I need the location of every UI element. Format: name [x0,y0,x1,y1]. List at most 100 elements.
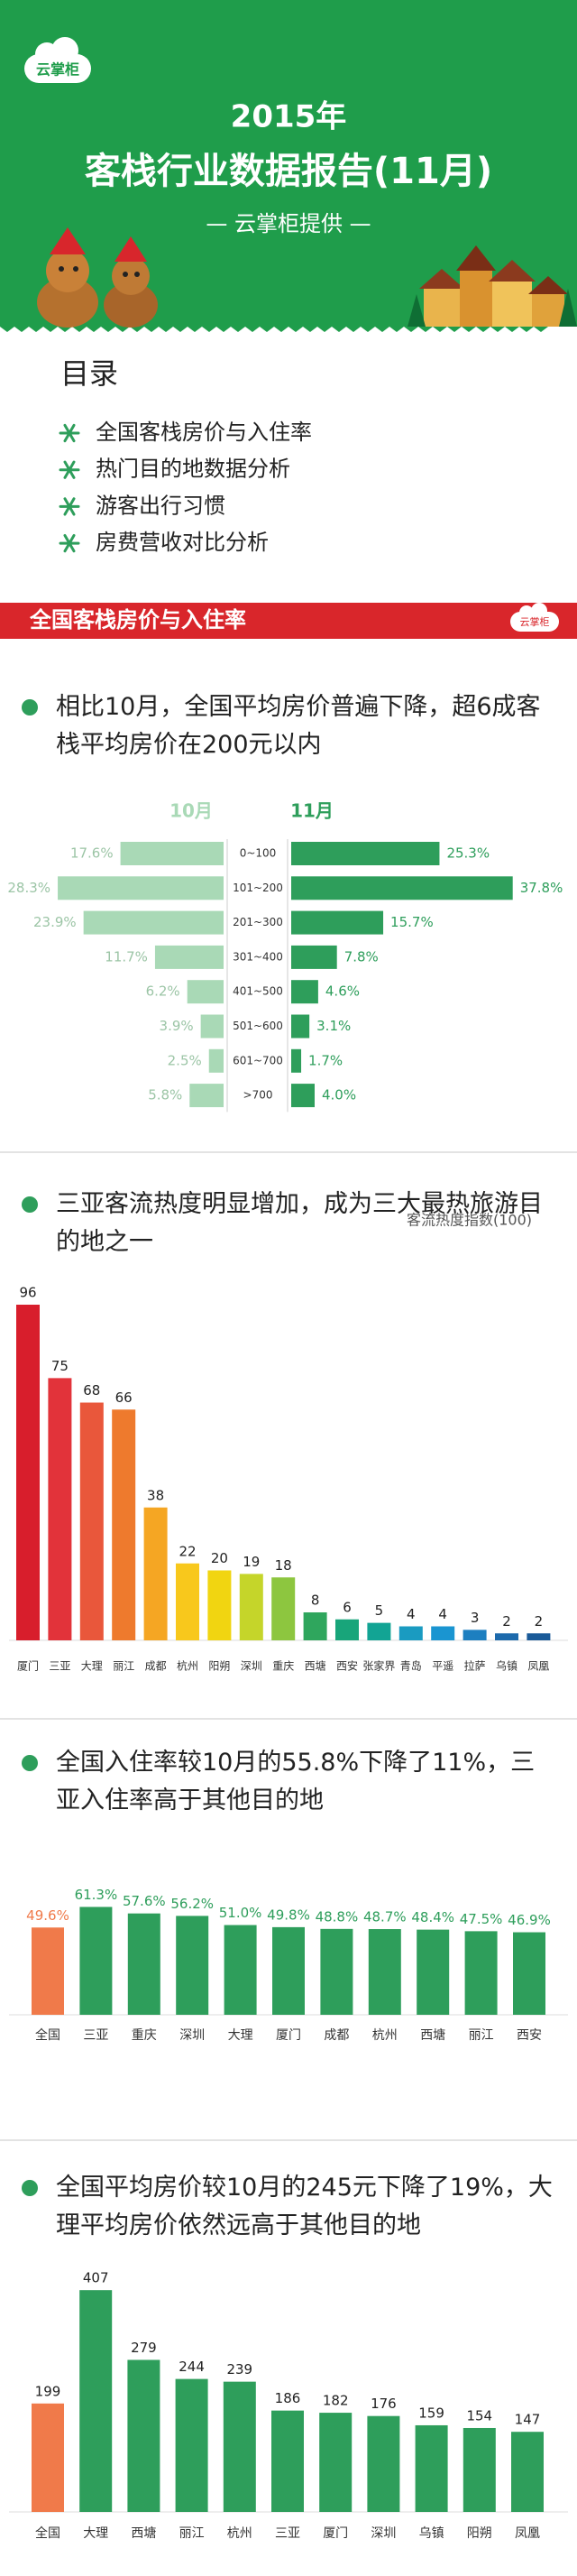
house [460,271,492,327]
category-label: 张家界 [362,1659,395,1673]
dog [112,257,150,295]
bar [367,2415,400,2512]
value-label: 407 [83,2270,109,2286]
hat [50,227,86,254]
bar [291,980,318,1004]
bar [200,1014,224,1039]
bar [272,1926,305,2015]
bar [176,1563,199,1640]
section-title: 全国客栈房价与入住率 [29,607,246,632]
house [532,294,564,327]
category-label: 西安 [517,2028,542,2043]
value-label: 7.8% [344,948,379,965]
value-label: 18 [275,1557,292,1574]
bar [16,1305,40,1640]
category-label: 成都 [145,1660,167,1673]
category-label: 601~700 [233,1054,283,1066]
heading-bullet [22,2180,38,2196]
value-label: 3.9% [160,1018,194,1034]
category-label: 西塘 [420,2028,445,2043]
tree [559,289,577,327]
category-label: 丽江 [113,1660,134,1673]
bar [187,980,224,1004]
hat [114,236,147,262]
toc-icon [59,497,80,516]
bar [223,2381,256,2512]
category-label: 凤凰 [515,2526,540,2541]
category-label: 平遥 [432,1660,453,1673]
toc-title: 目录 [60,356,118,391]
category-label: >700 [243,1089,273,1102]
value-label: 154 [466,2407,492,2424]
category-label: 全国 [35,2525,60,2541]
bar [335,1619,359,1640]
value-label: 2.5% [168,1052,202,1068]
value-label: 75 [51,1358,69,1374]
bar [207,1570,232,1640]
bar [79,2290,113,2512]
roof [419,269,464,289]
category-label: 大理 [81,1660,103,1673]
value-label: 48.7% [363,1909,407,1925]
bar [208,1048,224,1073]
bar [303,1612,327,1640]
category-label: 三亚 [83,2028,108,2043]
bar [175,2378,208,2512]
tree [408,294,426,327]
value-label: 51.0% [219,1905,262,1921]
category-label: 厦门 [17,1659,39,1673]
category-label: 401~500 [233,985,283,998]
category-label: 201~300 [233,916,283,928]
bar [495,1633,518,1640]
value-label: 199 [35,2383,61,2399]
value-label: 5 [375,1602,384,1619]
value-label: 66 [115,1390,133,1406]
section-logo-cloud [531,603,547,619]
snowflake-center [67,503,72,510]
category-label: 重庆 [132,2028,157,2043]
legend-label: 10月 [169,800,213,822]
category-label: 阳朔 [467,2526,492,2541]
bar [239,1574,263,1640]
bar [398,1626,423,1640]
chart-heading: 相比10月，全国平均房价普遍下降，超6成客栈平均房价在200元以内 [56,693,541,759]
bar [291,1084,315,1108]
category-label: 重庆 [272,1660,294,1673]
category-label: 乌镇 [419,2526,444,2541]
bar [120,842,224,865]
bar [79,1907,113,2015]
bar [511,2432,544,2512]
bar [367,1622,391,1640]
category-label: 501~600 [233,1020,283,1032]
heading-bullet [22,699,38,716]
toc-item: 全国客栈房价与入住率 [96,420,312,445]
value-label: 46.9% [508,1912,551,1928]
logo-text: 云掌柜 [36,61,79,78]
value-label: 49.6% [26,1907,69,1924]
value-label: 37.8% [520,880,563,896]
toc-item: 游客出行习惯 [96,493,225,518]
bar [527,1633,551,1640]
bar [48,1378,72,1640]
bar [271,2410,304,2512]
bar [291,910,384,935]
toc-icon [59,533,80,553]
value-label: 56.2% [170,1896,214,1912]
value-label: 25.3% [446,845,490,862]
category-label: 大理 [228,2028,253,2043]
value-label: 68 [83,1382,100,1399]
bar [112,1409,136,1640]
section-logo-text: 云掌柜 [520,615,550,628]
dog [46,249,89,292]
toc-item: 房费营收对比分析 [96,530,269,555]
category-label: 301~400 [233,950,283,963]
chart-heading: 全国入住率较10月的55.8%下降了11%，三亚入住率高于其他目的地 [56,1749,536,1814]
value-label: 28.3% [7,880,50,896]
category-label: 杭州 [177,1659,198,1673]
bar [291,842,440,865]
heading-bullet [22,1196,38,1213]
bar [417,1929,450,2015]
bar [513,1932,545,2015]
